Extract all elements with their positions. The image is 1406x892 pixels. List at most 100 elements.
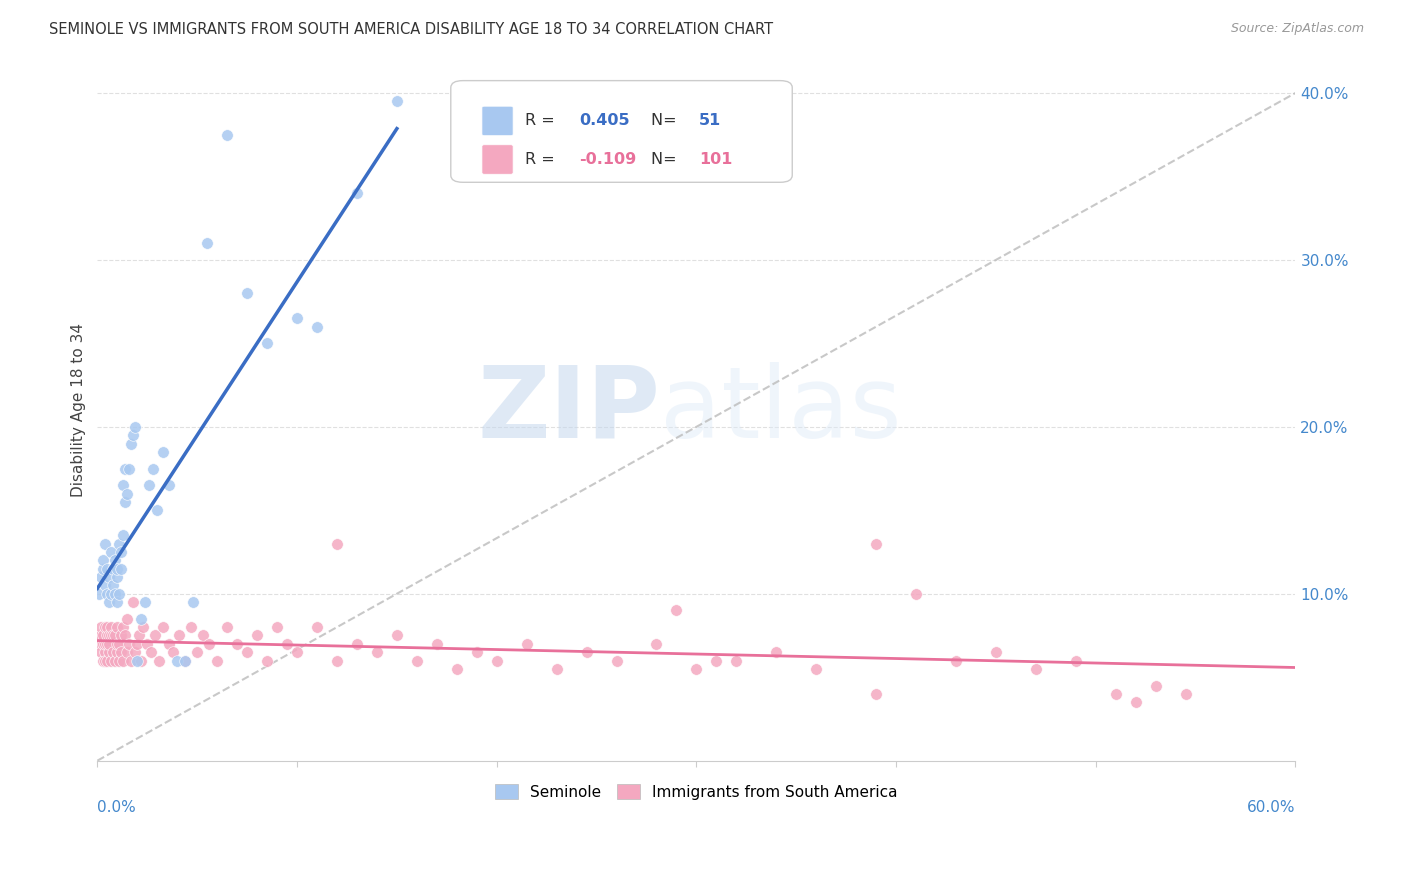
Point <box>174 653 197 667</box>
Point <box>100 653 122 667</box>
Point <box>114 495 136 509</box>
Point <box>516 637 538 651</box>
Point <box>256 653 278 667</box>
Point <box>112 478 135 492</box>
Point <box>326 653 349 667</box>
Point <box>96 562 118 576</box>
Point <box>226 637 249 651</box>
Point <box>665 603 688 617</box>
Point <box>112 528 135 542</box>
Point <box>276 637 298 651</box>
Text: 0.405: 0.405 <box>579 113 630 128</box>
Point <box>124 420 146 434</box>
Point <box>385 628 408 642</box>
Text: 0.0%: 0.0% <box>97 799 136 814</box>
Point <box>346 186 368 201</box>
Point <box>93 628 115 642</box>
Point <box>765 645 787 659</box>
Point <box>100 545 122 559</box>
Text: N=: N= <box>651 152 682 167</box>
Point <box>112 620 135 634</box>
Point <box>98 628 121 642</box>
Point <box>96 637 118 651</box>
Point <box>90 628 112 642</box>
Point <box>103 645 125 659</box>
Point <box>575 645 598 659</box>
Point <box>305 319 328 334</box>
Point <box>105 637 128 651</box>
Text: atlas: atlas <box>661 361 903 458</box>
Point <box>142 461 165 475</box>
Text: R =: R = <box>524 152 560 167</box>
Point <box>105 595 128 609</box>
Point <box>366 645 388 659</box>
Point <box>152 620 174 634</box>
Point <box>103 628 125 642</box>
Point <box>98 570 121 584</box>
Point <box>120 436 142 450</box>
Point <box>132 620 155 634</box>
Point <box>146 503 169 517</box>
Point <box>305 620 328 634</box>
Point <box>129 612 152 626</box>
Point <box>706 653 728 667</box>
Point <box>181 595 204 609</box>
Point <box>174 653 197 667</box>
Point <box>100 628 122 642</box>
Point <box>117 486 139 500</box>
Point <box>117 645 139 659</box>
Point <box>157 478 180 492</box>
Text: ZIP: ZIP <box>478 361 661 458</box>
Point <box>725 653 748 667</box>
Point <box>120 653 142 667</box>
Point <box>217 128 239 142</box>
Point <box>90 570 112 584</box>
Point <box>103 562 125 576</box>
Point <box>112 653 135 667</box>
Point <box>1125 695 1147 709</box>
Point <box>100 620 122 634</box>
Point <box>152 445 174 459</box>
Point <box>100 587 122 601</box>
Point <box>93 562 115 576</box>
Point <box>118 461 141 475</box>
Point <box>98 637 121 651</box>
Point <box>94 653 117 667</box>
Point <box>98 645 121 659</box>
Text: N=: N= <box>651 113 682 128</box>
Point <box>104 553 127 567</box>
Point <box>94 645 117 659</box>
Point <box>114 461 136 475</box>
Point <box>446 662 468 676</box>
Point <box>1025 662 1047 676</box>
Point <box>148 653 170 667</box>
Point <box>217 620 239 634</box>
Point <box>108 653 131 667</box>
Point <box>105 570 128 584</box>
Point <box>108 536 131 550</box>
Point <box>108 587 131 601</box>
Point <box>127 653 149 667</box>
Point <box>405 653 427 667</box>
Point <box>143 628 166 642</box>
Point <box>96 653 118 667</box>
Point <box>94 637 117 651</box>
Text: R =: R = <box>524 113 560 128</box>
Point <box>346 637 368 651</box>
Point <box>110 645 132 659</box>
Point <box>90 620 112 634</box>
Point <box>1174 687 1197 701</box>
Point <box>96 587 118 601</box>
Point <box>134 595 156 609</box>
Y-axis label: Disability Age 18 to 34: Disability Age 18 to 34 <box>72 323 86 497</box>
Point <box>104 653 127 667</box>
FancyBboxPatch shape <box>482 145 513 174</box>
Point <box>167 628 190 642</box>
Point <box>465 645 488 659</box>
Point <box>89 637 111 651</box>
Point <box>236 286 259 301</box>
Point <box>236 645 259 659</box>
Point <box>94 620 117 634</box>
Point <box>485 653 508 667</box>
Point <box>117 612 139 626</box>
